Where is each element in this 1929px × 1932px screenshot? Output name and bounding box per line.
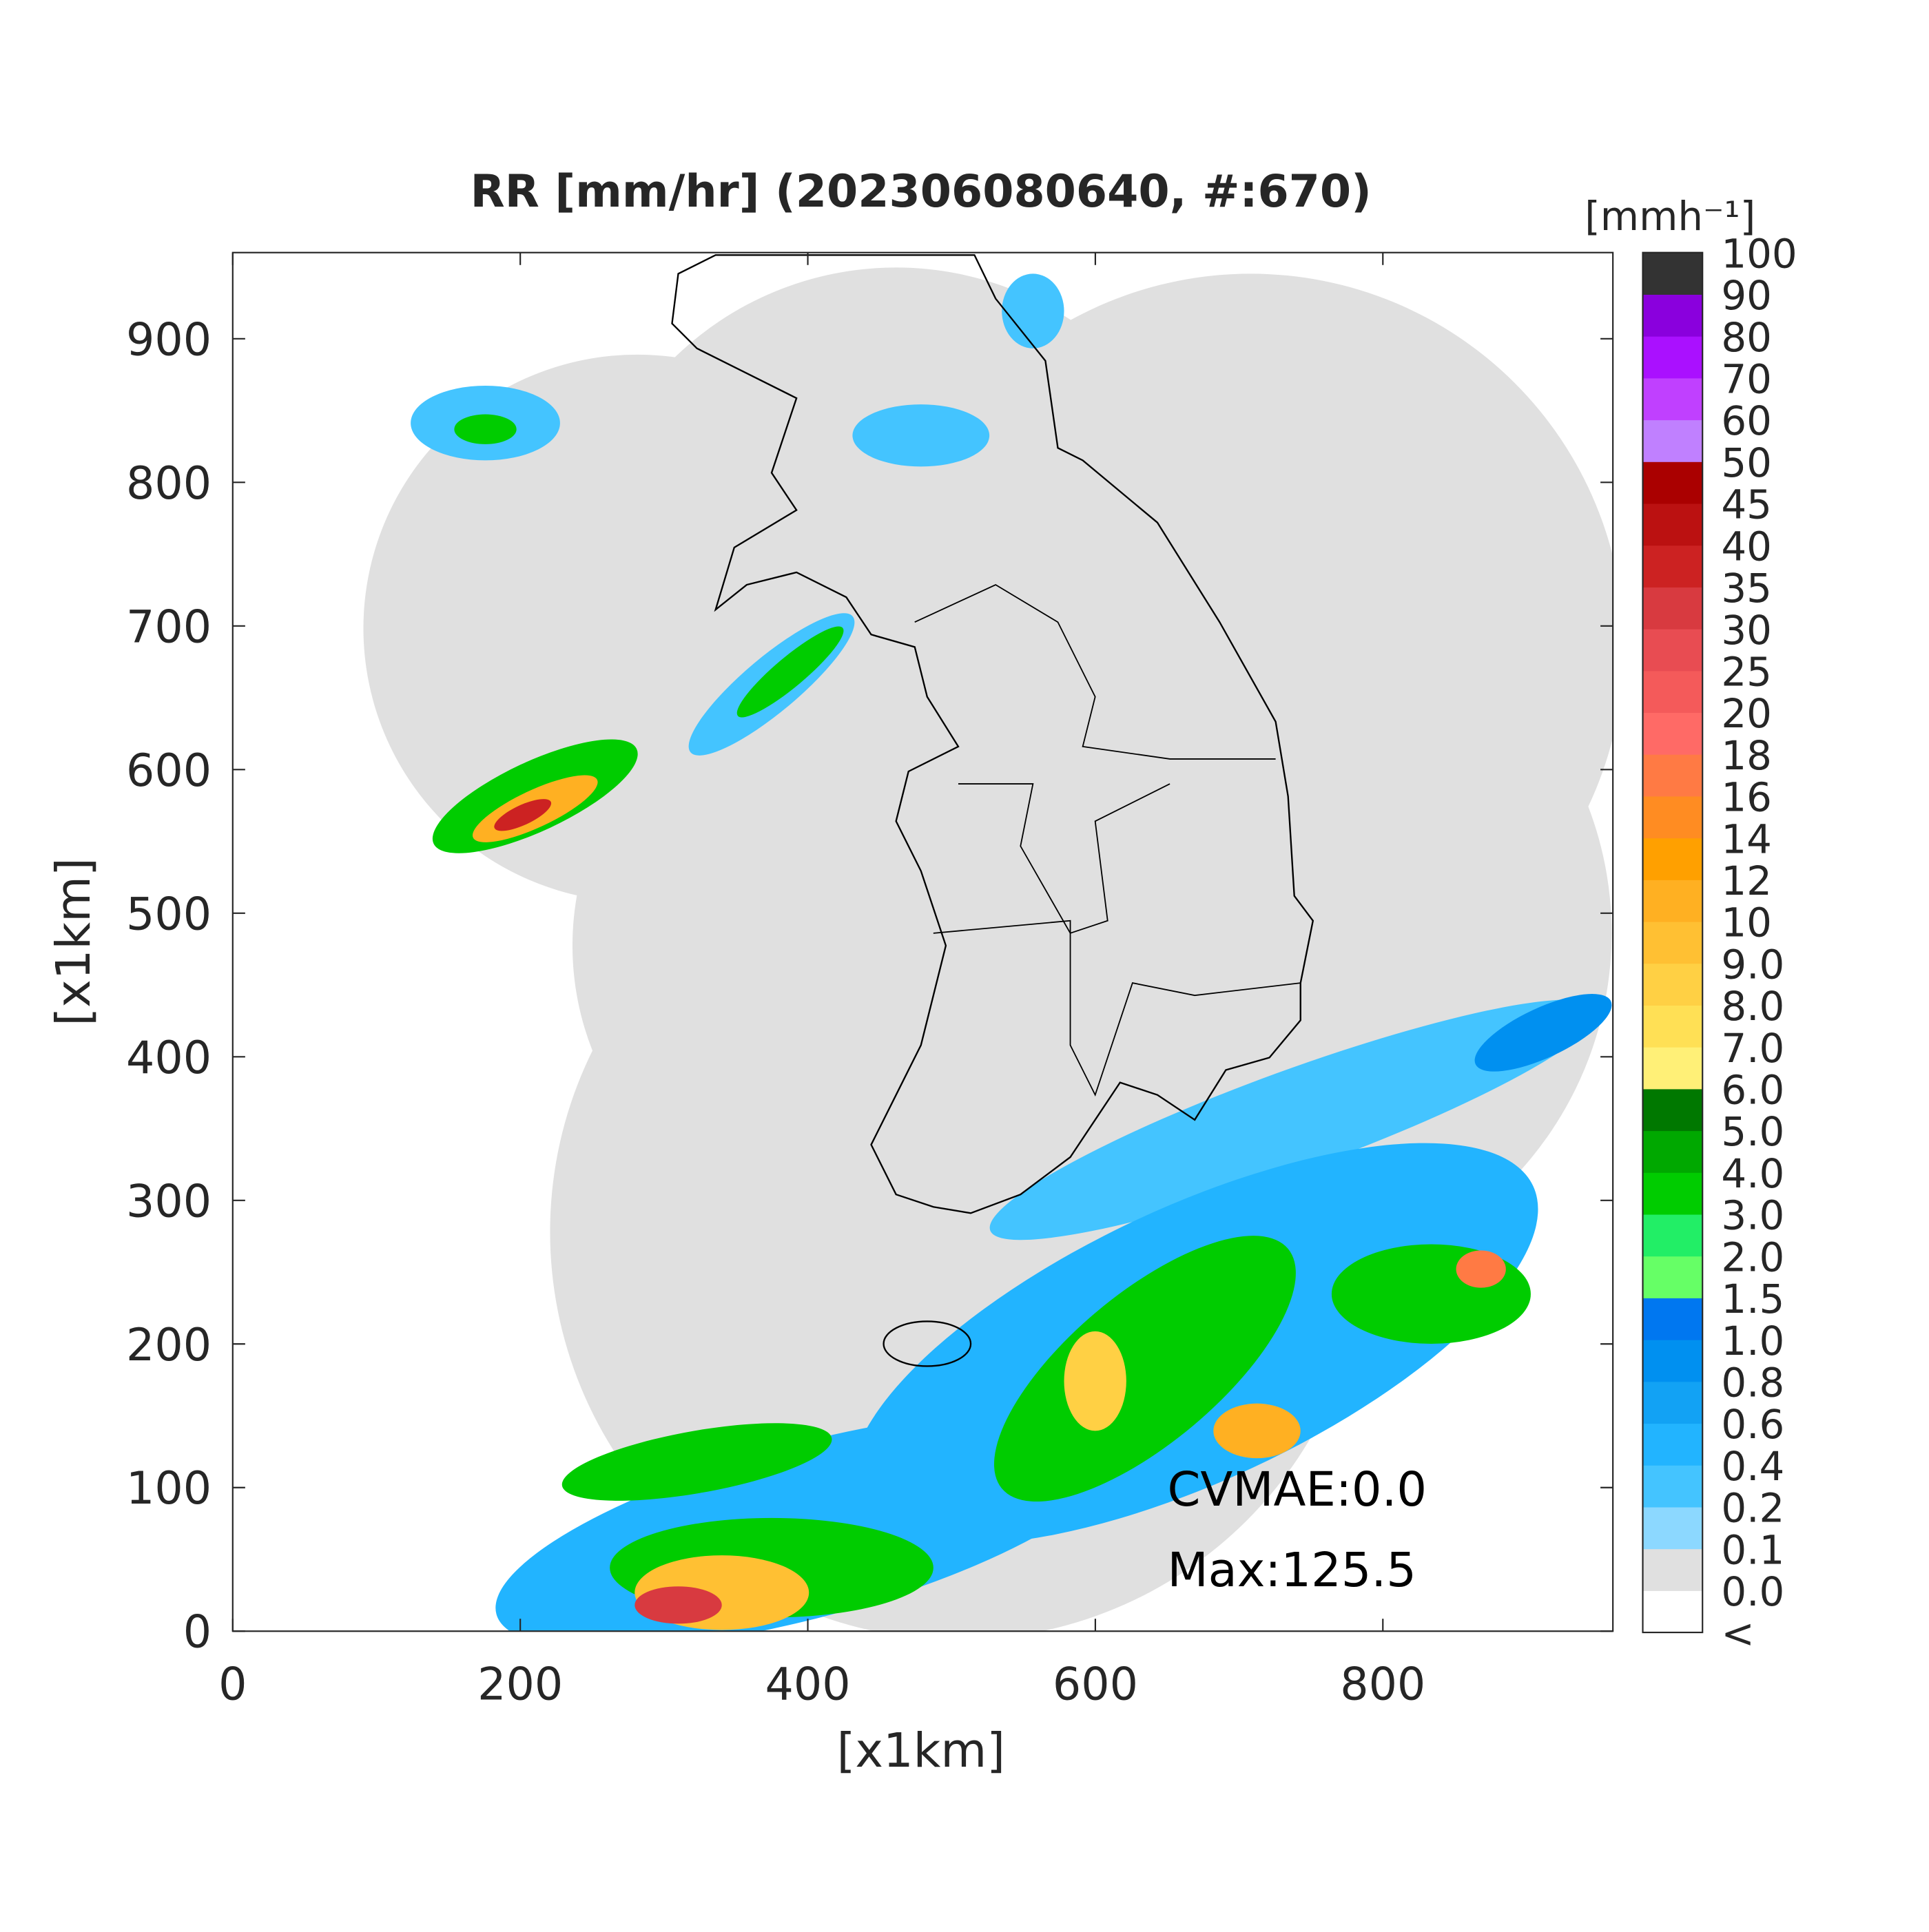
colorbar-segment [1642,1381,1703,1424]
colorbar-segment [1642,1548,1703,1591]
colorbar-label: 25 [1721,648,1772,695]
y-tick-label: 300 [126,1176,212,1227]
colorbar-label: 1.0 [1721,1318,1784,1364]
colorbar-segment [1642,1047,1703,1090]
colorbar-label: 0.1 [1721,1526,1784,1573]
annotation: CVMAE:0.0 [1167,1462,1427,1517]
colorbar-label: 40 [1721,523,1772,570]
colorbar-segment [1642,629,1703,672]
colorbar-segment [1642,1423,1703,1466]
colorbar-label: 45 [1721,481,1772,528]
x-tick-label: 400 [765,1659,850,1711]
colorbar-label: 70 [1721,356,1772,403]
colorbar-segment [1642,1005,1703,1048]
y-tick-label: 100 [126,1463,212,1515]
colorbar-label: 20 [1721,690,1772,737]
colorbar-label: 7.0 [1721,1025,1784,1072]
colorbar-label: 10 [1721,900,1772,946]
colorbar-label: < [1721,1610,1754,1657]
colorbar-segment [1642,1465,1703,1508]
x-axis-label: [x1km] [837,1723,1005,1778]
annotation: Max:125.5 [1167,1543,1416,1598]
colorbar-segment [1642,1256,1703,1298]
x-tick-label: 0 [218,1659,247,1711]
colorbar-label: 16 [1721,774,1772,821]
colorbar-label: 0.4 [1721,1443,1784,1490]
colorbar-label: 80 [1721,314,1772,361]
province-border [933,920,1301,1097]
colorbar-frame [1642,251,1704,1634]
colorbar-label: 0.0 [1721,1568,1784,1615]
colorbar-label: 0.2 [1721,1485,1784,1532]
colorbar-segment [1642,587,1703,630]
colorbar-segment [1642,545,1703,588]
colorbar-segment [1642,1506,1703,1550]
colorbar-label: 9.0 [1721,941,1784,988]
colorbar-label: 50 [1721,439,1772,486]
province-border [914,584,1276,760]
colorbar-segment [1642,461,1703,504]
colorbar-segment [1642,1298,1703,1340]
y-axis-label: [x1km] [46,858,101,1026]
colorbar-label: 5.0 [1721,1108,1784,1155]
y-tick-label: 900 [126,314,212,366]
colorbar-segment [1642,796,1703,839]
rain-areas [411,273,1612,1632]
colorbar-segment [1642,294,1703,337]
colorbar-segment [1642,922,1703,964]
colorbar-segment [1642,1340,1703,1382]
colorbar-label: 3.0 [1721,1192,1784,1239]
x-tick-label: 600 [1053,1659,1138,1711]
y-tick-label: 500 [126,889,212,940]
colorbar-label: 18 [1721,732,1772,779]
y-tick-label: 0 [183,1607,212,1659]
colorbar-segment [1642,503,1703,546]
colorbar-segment [1642,1590,1703,1633]
colorbar-segment [1642,1172,1703,1215]
colorbar-unit: [mmh⁻¹] [1585,193,1755,240]
y-tick-label: 200 [126,1320,212,1371]
colorbar-label: 60 [1721,397,1772,444]
coastline [671,254,1314,1214]
colorbar-label: 30 [1721,607,1772,654]
jeju-outline [883,1320,972,1367]
y-tick-label: 400 [126,1032,212,1084]
colorbar-segment [1642,377,1703,421]
colorbar-label: 2.0 [1721,1234,1784,1280]
colorbar-segment [1642,880,1703,922]
y-tick-label: 800 [126,458,212,510]
colorbar-label: 0.6 [1721,1401,1784,1448]
colorbar-label: 90 [1721,272,1772,319]
colorbar-segment [1642,963,1703,1006]
y-tick-label: 700 [126,601,212,653]
colorbar-label: 1.5 [1721,1276,1784,1322]
chart-title: RR [mm/hr] (202306080640, #:670) [471,166,1372,218]
colorbar-segment [1642,754,1703,797]
colorbar-segment [1642,336,1703,379]
colorbar-label: 12 [1721,858,1772,904]
colorbar-segment [1642,252,1703,295]
colorbar-segment [1642,670,1703,714]
colorbar-segment [1642,419,1703,462]
colorbar-label: 6.0 [1721,1067,1784,1114]
colorbar-label: 100 [1721,230,1797,277]
colorbar-segment [1642,1088,1703,1132]
colorbar-segment [1642,712,1703,755]
colorbar-label: 14 [1721,816,1772,862]
x-tick-label: 800 [1340,1659,1425,1711]
colorbar-segment [1642,838,1703,880]
colorbar-label: 4.0 [1721,1150,1784,1197]
colorbar-segment [1642,1130,1703,1173]
colorbar-segment [1642,1214,1703,1257]
colorbar-label: 35 [1721,565,1772,612]
plot-frame [231,251,1614,1632]
colorbar-label: 0.8 [1721,1359,1784,1406]
map-area [363,254,1613,1632]
colorbar-label: 8.0 [1721,983,1784,1030]
x-tick-label: 200 [477,1659,563,1711]
y-tick-label: 600 [126,745,212,797]
